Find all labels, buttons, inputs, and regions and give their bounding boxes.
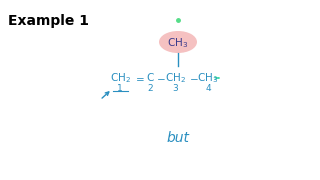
Text: CH$_3$: CH$_3$	[197, 71, 219, 85]
Text: $=$: $=$	[133, 73, 145, 83]
Text: 4: 4	[205, 84, 211, 93]
Text: but: but	[166, 131, 189, 145]
Ellipse shape	[159, 31, 197, 53]
Text: 3: 3	[172, 84, 178, 93]
Text: C: C	[146, 73, 154, 83]
Text: 1: 1	[117, 84, 123, 93]
Text: $-$: $-$	[189, 73, 199, 83]
Text: $-$: $-$	[156, 73, 166, 83]
Text: CH$_2$: CH$_2$	[109, 71, 131, 85]
Text: 2: 2	[147, 84, 153, 93]
Text: CH$_3$: CH$_3$	[167, 36, 188, 50]
Text: CH$_2$: CH$_2$	[164, 71, 186, 85]
Text: Example 1: Example 1	[8, 14, 89, 28]
